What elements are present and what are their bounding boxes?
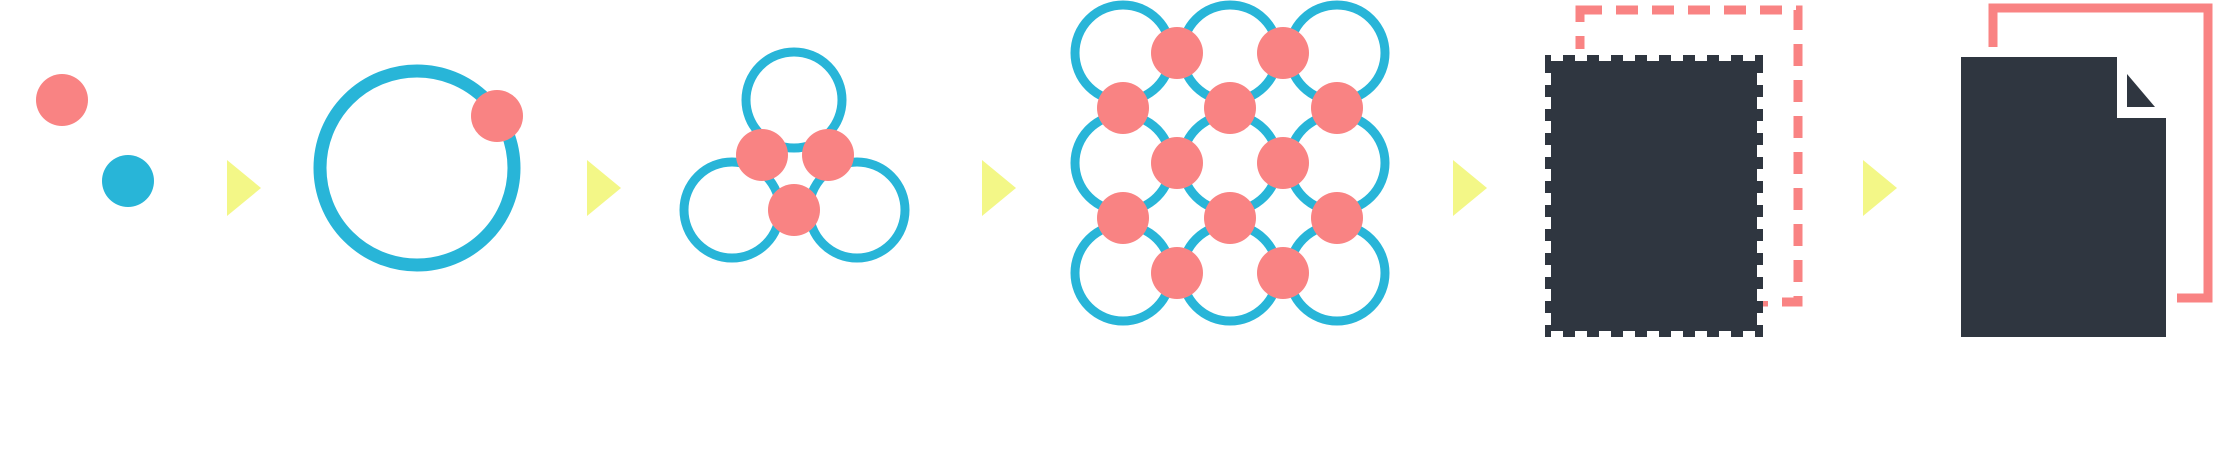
perforation-notch [1757,97,1769,109]
grid-dot [1097,82,1149,134]
perforation-notch [1757,289,1769,301]
ring-with-dot-icon [313,64,523,272]
grid-dot [1151,27,1203,79]
perforation-notch [1719,331,1731,343]
perforation-notch [1539,241,1551,253]
perforation-notch [1539,313,1551,325]
grid-dot [1151,137,1203,189]
arrow-right-icon [227,160,261,216]
perforation-notch [1575,331,1587,343]
perforation-notch [1757,169,1769,181]
grid-dot [1311,82,1363,134]
grid-dot [1257,247,1309,299]
grid-dot [1097,192,1149,244]
perforation-notch [1551,49,1563,61]
perforation-notch [1757,313,1769,325]
perforation-notch [1757,73,1769,85]
three-rings-icon [679,47,910,263]
ring-grid-icon [1070,0,1390,326]
perforation-notch [1599,49,1611,61]
perforation-notch [1757,193,1769,205]
perforation-notch [1757,217,1769,229]
perforation-notch [1757,265,1769,277]
grid-dot [1204,82,1256,134]
perforation-notch [1671,331,1683,343]
perforation-notch [1671,49,1683,61]
perforation-notch [1539,289,1551,301]
perforation-notch [1757,145,1769,157]
grid-dot [1204,192,1256,244]
perforation-notch [1575,49,1587,61]
two-dots-icon [36,74,154,207]
grid-dot [1151,247,1203,299]
perforation-notch [1551,331,1563,343]
document-icon [1961,3,2213,337]
perforation-notch [1757,241,1769,253]
arrow-right-icon [587,160,621,216]
perforation-notch [1539,121,1551,133]
perforation-notch [1647,331,1659,343]
perforation-notch [1599,331,1611,343]
perforation-notch [1757,121,1769,133]
perforation-notch [1623,49,1635,61]
perforation-notch [1539,217,1551,229]
grid-dot [1257,27,1309,79]
arrow-right-icon [982,160,1016,216]
perforation-notch [1647,49,1659,61]
perforation-notch [1623,331,1635,343]
perforation-notch [1695,49,1707,61]
grid-dot [1311,192,1363,244]
arrow-right-icon [1453,160,1487,216]
perforation-notch [1743,331,1755,343]
grid-dot [1257,137,1309,189]
perforation-notch [1539,265,1551,277]
perforated-sheet-icon [1539,5,1803,343]
perforation-notch [1539,169,1551,181]
arrow-right-icon [1863,160,1897,216]
perforation-notch [1695,331,1707,343]
perforation-notch [1539,145,1551,157]
perforation-notch [1743,49,1755,61]
perforation-notch [1539,97,1551,109]
perforation-notch [1539,73,1551,85]
perforation-notch [1539,193,1551,205]
perforation-notch [1719,49,1731,61]
